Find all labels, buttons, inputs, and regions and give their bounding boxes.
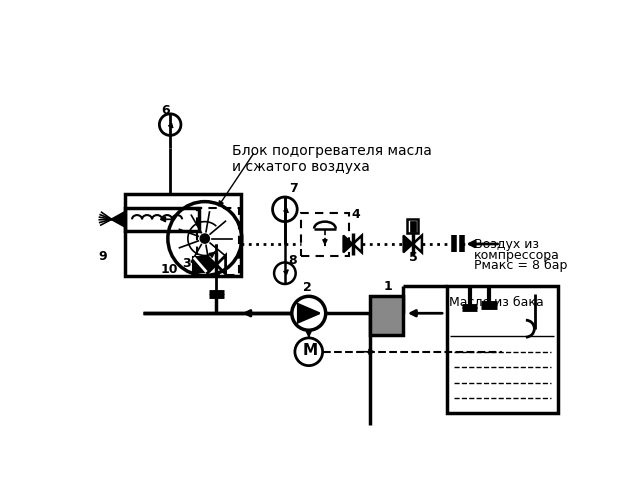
Text: М: М [303,343,317,358]
Text: 6: 6 [162,104,170,117]
Text: компрессора: компрессора [474,248,560,262]
Bar [125,194,241,276]
Text: 5: 5 [409,251,418,264]
Circle shape [200,234,209,243]
Bar [407,219,418,233]
Text: Масло из бака: Масло из бака [449,296,543,310]
Bar [410,221,416,232]
Text: 3: 3 [182,257,191,270]
Polygon shape [207,255,216,274]
Text: 10: 10 [160,263,178,276]
Bar [197,208,239,275]
Polygon shape [111,211,125,227]
Polygon shape [344,236,353,252]
Polygon shape [403,236,413,252]
Bar [447,286,558,413]
Polygon shape [298,304,319,322]
Text: 8: 8 [289,254,298,267]
Text: 7: 7 [289,182,298,195]
Text: 9: 9 [99,250,107,263]
Bar [371,296,403,335]
Bar [125,208,198,231]
Text: 4: 4 [351,208,360,221]
Bar [193,257,207,273]
Text: Рмакс = 8 бар: Рмакс = 8 бар [474,259,568,273]
Bar [301,213,349,255]
Text: Блок подогревателя масла
и сжатого воздуха: Блок подогревателя масла и сжатого возду… [232,144,431,174]
Text: 1: 1 [383,280,392,293]
Text: 2: 2 [303,281,311,294]
Text: Воздух из: Воздух из [474,238,540,251]
